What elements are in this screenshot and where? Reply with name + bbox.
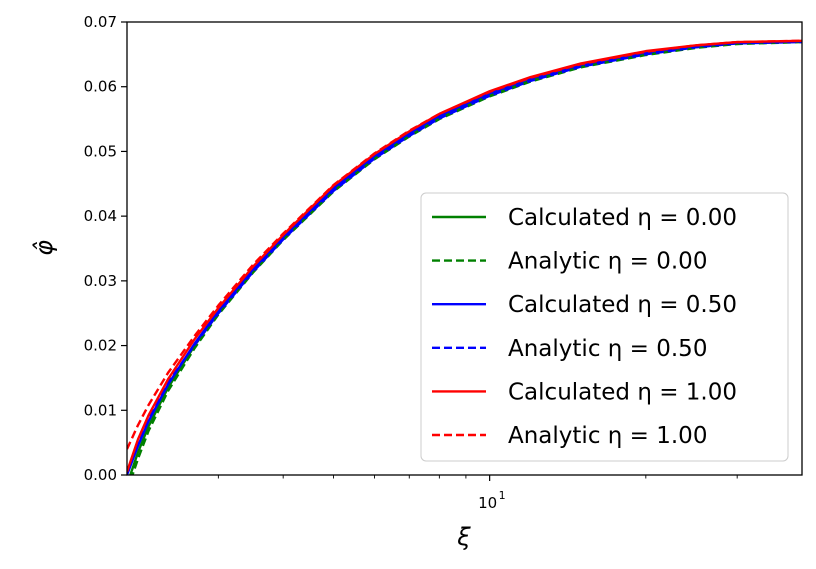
y-tick-label: 0.07 — [84, 13, 117, 31]
legend-label-1: Calculated η = 0.00 — [508, 205, 737, 231]
legend-label-4: Analytic η = 0.50 — [508, 336, 707, 362]
legend-label-2: Analytic η = 0.00 — [508, 249, 707, 275]
y-tick-label: 0.03 — [84, 272, 117, 290]
legend-label-3: Calculated η = 0.50 — [508, 292, 737, 318]
legend-frame — [420, 192, 789, 462]
series-line-4 — [127, 40, 802, 473]
plot-frame — [126, 21, 803, 476]
y-tick-label: 0.00 — [84, 466, 117, 484]
x-axis-label: ξ — [456, 523, 471, 551]
y-tick-label: 0.06 — [84, 78, 117, 96]
x-tick-label: 10 — [478, 494, 497, 512]
legend-label-5: Calculated η = 1.00 — [508, 379, 737, 405]
legend-label-6: Analytic η = 1.00 — [508, 423, 707, 449]
y-tick-label: 0.04 — [84, 207, 117, 225]
y-tick-label: 0.02 — [84, 337, 117, 355]
y-axis-label: φ̂ — [30, 240, 58, 256]
y-tick-label: 0.01 — [84, 401, 117, 419]
series-layer — [127, 39, 802, 475]
y-tick-label: 0.05 — [84, 142, 117, 160]
x-tick-label-exponent: 1 — [499, 489, 506, 502]
legend: Calculated η = 0.00 Analytic η = 0.00 Calc… — [420, 192, 789, 462]
axes-layer: 0.00 0.01 0.02 0.03 0.04 0.05 0.06 0.07 10 1 — [84, 13, 738, 512]
series-line-6 — [127, 39, 802, 450]
